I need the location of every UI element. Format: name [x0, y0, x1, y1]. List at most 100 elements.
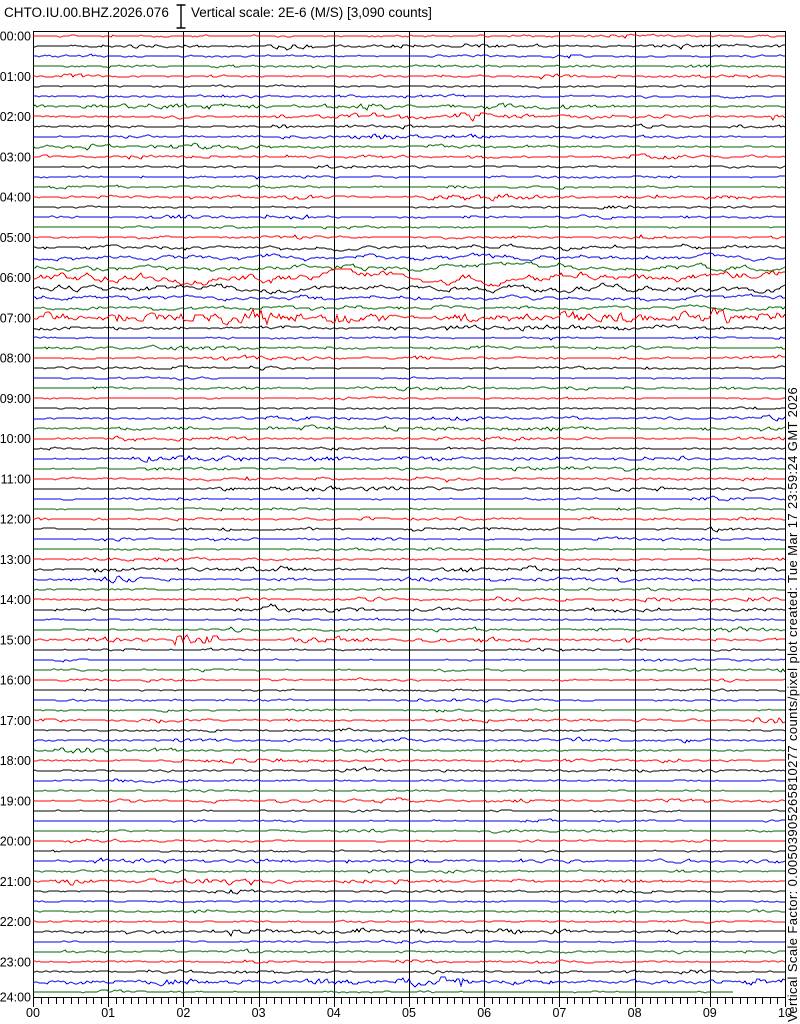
seismogram-trace	[33, 507, 786, 512]
seismogram-trace	[33, 424, 786, 432]
seismogram-trace	[33, 396, 785, 401]
seismogram-trace	[33, 53, 785, 59]
seismogram-trace	[33, 634, 785, 647]
seismogram-trace	[32, 766, 786, 773]
hour-label: 06:00	[0, 271, 31, 285]
seismogram-trace	[33, 603, 785, 613]
seismogram-trace	[33, 809, 785, 813]
seismogram-trace	[33, 376, 786, 381]
seismogram-trace	[33, 193, 785, 202]
seismogram-trace	[33, 857, 786, 864]
seismogram-trace	[32, 900, 785, 904]
seismogram-trace	[33, 526, 785, 533]
seismogram-trace	[33, 354, 785, 361]
seismogram-trace	[33, 717, 786, 724]
seismogram-trace	[33, 889, 785, 895]
seismogram-trace	[33, 304, 786, 312]
seismogram-trace	[33, 736, 786, 744]
x-axis-label: 06	[477, 1006, 491, 1020]
seismogram-trace	[33, 184, 786, 190]
seismogram-trace	[33, 84, 785, 89]
seismogram-trace	[33, 708, 785, 713]
seismogram-trace	[32, 102, 785, 111]
hour-label: 19:00	[0, 794, 31, 808]
x-axis-label: 09	[703, 1006, 717, 1020]
hour-label: 11:00	[1, 472, 31, 486]
seismogram-trace	[33, 948, 785, 955]
seismogram-trace	[33, 789, 785, 793]
x-axis-label: 02	[176, 1006, 190, 1020]
seismogram-trace	[33, 455, 785, 463]
seismogram-trace	[33, 747, 786, 754]
seismogram-trace	[33, 688, 785, 692]
seismogram-trace	[33, 969, 785, 975]
seismogram-trace	[33, 677, 786, 683]
seismogram-trace	[33, 64, 785, 69]
seismogram-trace	[33, 939, 785, 944]
seismogram-trace	[33, 778, 785, 784]
seismogram-trace	[33, 261, 786, 272]
seismogram-trace	[33, 758, 785, 764]
x-axis-label: 00	[26, 1006, 40, 1020]
seismogram-trace	[33, 93, 785, 99]
x-axis-label: 10	[778, 1006, 792, 1020]
hour-label: 05:00	[0, 231, 31, 245]
seismogram-trace	[33, 727, 786, 733]
seismogram-trace	[33, 989, 733, 994]
seismogram-trace	[33, 205, 785, 210]
seismogram-trace	[32, 252, 786, 262]
x-axis-ticks	[33, 998, 786, 1007]
seismogram-trace	[33, 476, 785, 483]
seismogram-trace	[33, 214, 785, 220]
hour-label: 21:00	[0, 875, 31, 889]
hour-label: 22:00	[0, 915, 31, 929]
seismogram-trace	[33, 838, 785, 844]
seismogram-trace	[32, 282, 786, 295]
seismogram-trace	[33, 658, 786, 663]
hour-label: 17:00	[0, 714, 31, 728]
seismogram-trace	[33, 435, 786, 442]
seismogram-trace	[33, 547, 785, 552]
hour-label: 09:00	[0, 392, 31, 406]
station-id-label: CHTO.IU.00.BHZ.2026.076	[4, 5, 169, 20]
seismogram-trace	[33, 516, 785, 522]
hour-label: 24:00	[0, 991, 31, 1005]
x-axis-label: 08	[628, 1006, 642, 1020]
x-axis-labels: 00 01 02 03 04 05 06 07 08 09 10	[26, 1006, 792, 1020]
x-axis-label: 07	[552, 1006, 566, 1020]
hour-label: 01:00	[0, 70, 31, 84]
seismogram-trace	[32, 878, 785, 886]
seismogram-trace	[33, 869, 785, 874]
seismogram-trace	[33, 73, 785, 80]
seismogram-trace	[33, 164, 786, 169]
header: CHTO.IU.00.BHZ.2026.076 Vertical scale: …	[0, 0, 800, 30]
seismogram-trace	[32, 575, 786, 584]
seismogram-trace	[33, 385, 786, 392]
seismogram-trace	[33, 485, 785, 492]
seismogram-trace	[33, 818, 785, 823]
vertical-scale-bar-icon	[176, 4, 186, 29]
seismogram-trace	[32, 466, 785, 472]
seismogram-trace	[33, 153, 786, 160]
hour-label: 12:00	[0, 513, 31, 527]
x-axis-label: 05	[402, 1006, 416, 1020]
hour-label: 10:00	[0, 432, 31, 446]
y-axis-labels: 00:00 01:00 02:00 03:00 04:00 05:00 06:00 07:00…	[0, 30, 31, 1005]
seismogram-trace	[33, 406, 785, 410]
grid	[33, 31, 786, 998]
seismogram-trace	[33, 175, 785, 180]
seismogram-trace	[33, 647, 785, 652]
seismogram-trace	[33, 556, 786, 562]
seismogram-trace	[33, 698, 785, 703]
hour-label: 04:00	[0, 191, 31, 205]
seismogram-trace	[33, 268, 785, 287]
hour-label: 08:00	[0, 352, 31, 366]
seismogram-trace	[33, 565, 785, 573]
seismogram-trace	[32, 234, 785, 240]
x-axis-label: 01	[101, 1006, 115, 1020]
seismogram-trace	[33, 919, 785, 924]
seismogram-trace	[33, 43, 785, 51]
hour-label: 20:00	[0, 835, 31, 849]
vertical-scale-label: Vertical scale: 2E-6 (M/S) [3,090 counts…	[191, 5, 432, 20]
seismogram-trace	[33, 225, 785, 230]
